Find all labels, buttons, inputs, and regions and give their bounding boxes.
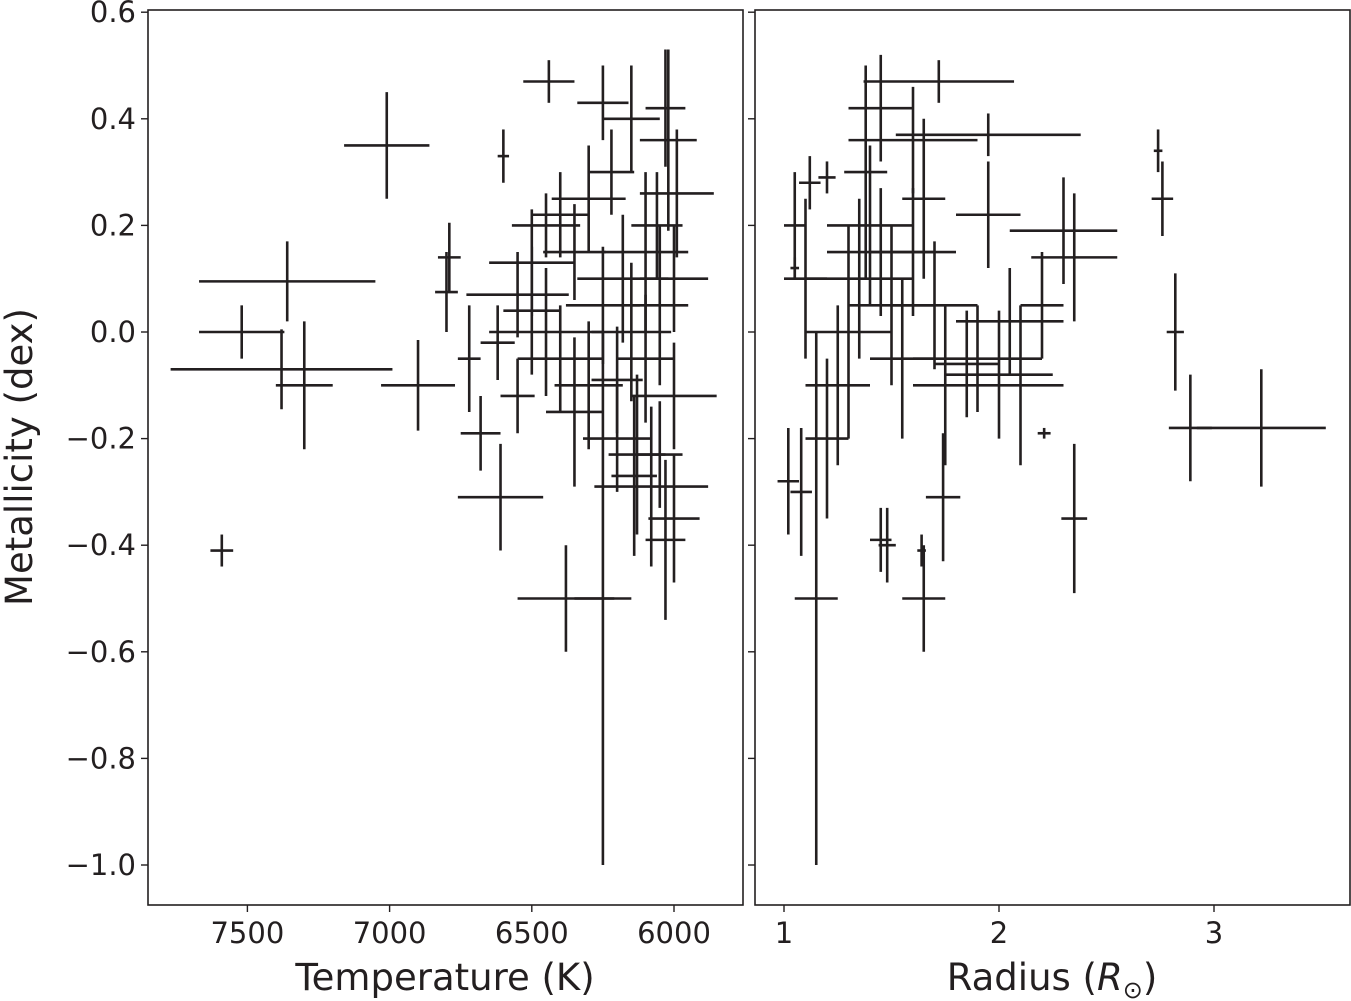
x-tick-label: 3 — [1205, 916, 1223, 950]
x-tick-label: 6500 — [495, 916, 569, 950]
x-tick-label: 6000 — [637, 916, 711, 950]
x-tick-label: 7000 — [353, 916, 427, 950]
x-tick-label: 1 — [775, 916, 793, 950]
right-plot-frame — [754, 9, 1351, 906]
y-tick-label: −0.2 — [66, 422, 136, 456]
y-tick-label: −0.8 — [66, 741, 136, 775]
x-axis-ticks-radius: 1 2 3 — [775, 905, 1223, 950]
x-axis-label-temperature: Temperature (K) — [294, 956, 594, 999]
right-errorbars — [777, 54, 1326, 865]
y-tick-label: 0.6 — [90, 0, 136, 29]
x-tick-label: 7500 — [210, 916, 284, 950]
right-panel: 1 2 3 Radius (R⊙) — [748, 9, 1351, 1001]
y-axis-label-metallicity: Metallicity (dex) — [0, 308, 41, 606]
y-tick-label: 0.2 — [90, 208, 136, 242]
y-tick-label: −1.0 — [66, 848, 136, 882]
x-tick-label: 2 — [990, 916, 1008, 950]
y-tick-label: 0.0 — [90, 315, 136, 349]
y-axis-ticks-right-panel — [748, 11, 755, 866]
x-axis-ticks-temperature: 7500 7000 6500 6000 — [210, 905, 711, 950]
left-panel: 0.6 0.4 0.2 0.0 −0.2 −0.4 −0.6 −0.8 −1.0 7500 700… — [0, 0, 744, 999]
y-tick-label: −0.6 — [66, 635, 136, 669]
y-tick-label: −0.4 — [66, 528, 136, 562]
y-axis-ticks: 0.6 0.4 0.2 0.0 −0.2 −0.4 −0.6 −0.8 −1.0 — [66, 0, 148, 882]
x-axis-label-radius: Radius (R⊙) — [947, 956, 1158, 1001]
left-errorbars — [170, 49, 717, 865]
y-tick-label: 0.4 — [90, 102, 136, 136]
left-plot-frame — [147, 9, 744, 906]
